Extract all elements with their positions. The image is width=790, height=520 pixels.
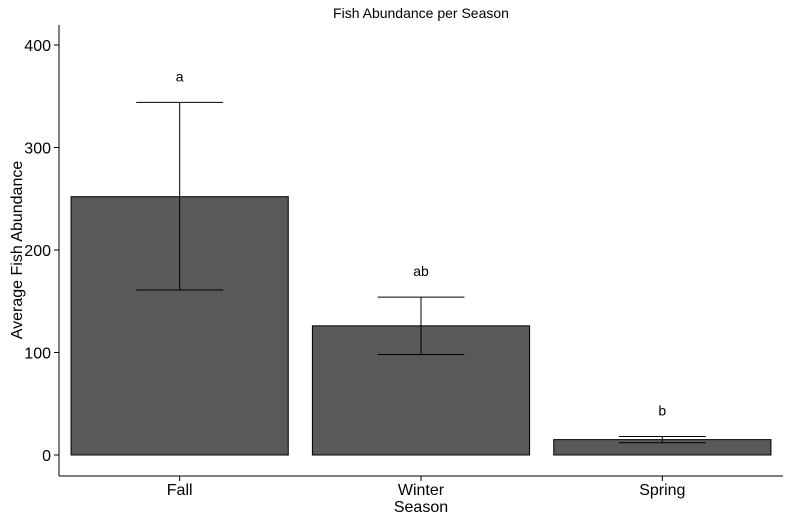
significance-letter: b xyxy=(658,403,666,419)
y-axis-label: Average Fish Abundance xyxy=(9,161,26,340)
y-tick-label: 0 xyxy=(42,448,51,465)
y-tick-label: 300 xyxy=(24,141,51,158)
x-tick-label: Fall xyxy=(167,482,193,499)
x-tick-label: Winter xyxy=(398,482,445,499)
significance-letter: a xyxy=(176,68,184,84)
x-ticks: Fall Winter Spring xyxy=(167,476,685,499)
x-tick-label: Spring xyxy=(639,482,685,499)
error-bars xyxy=(136,101,706,444)
y-tick-label: 200 xyxy=(24,243,51,260)
chart-title: Fish Abundance per Season xyxy=(333,5,509,21)
y-ticks: 0 100 200 300 400 xyxy=(24,38,59,465)
y-tick-label: 100 xyxy=(24,346,51,363)
x-axis-label: Season xyxy=(394,499,448,516)
significance-letter: ab xyxy=(413,263,429,279)
significance-letters: a ab b xyxy=(176,68,667,418)
y-tick-label: 400 xyxy=(24,38,51,55)
